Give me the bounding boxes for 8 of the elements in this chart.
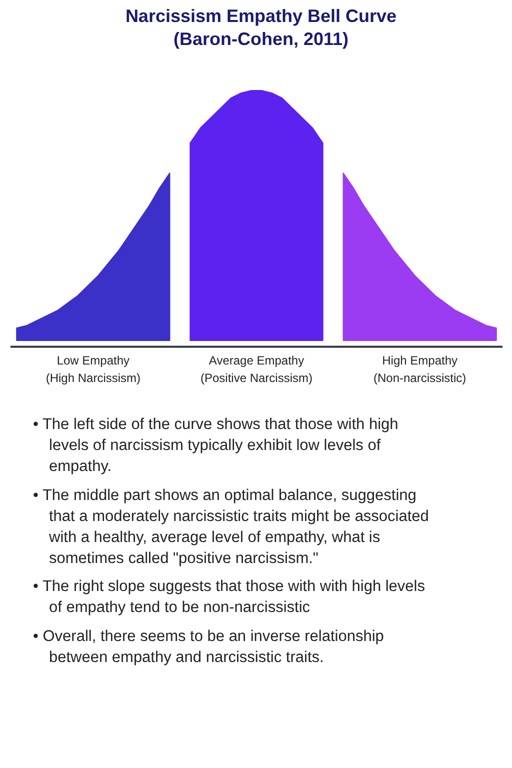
series-label: Average Empathy (Positive Narcissism) bbox=[200, 354, 313, 385]
text: • The left side of the curve shows that those with high levels of narcissism typically exhibit low levels of empathy. bbox=[33, 415, 400, 477]
series-label: High Empathy (Non-narcissistic) bbox=[373, 354, 466, 385]
text: • The right slope suggests that those with with high levels of empathy tend to be non-narcissistic bbox=[33, 577, 426, 618]
series-label: Low Empathy (High Narcissism) bbox=[46, 354, 141, 385]
chart-title: Narcissism Empathy Bell Curve (Baron-Cohen, 2011) bbox=[124, 5, 398, 52]
text: • The middle part shows an optimal balance, suggesting that a moderately narcissistic traits might be associated with a healthy, average level of empathy, what is sometimes called "positive narcissism." bbox=[33, 486, 430, 569]
text: • Overall, there seems to be an inverse relationship between empathy and narcissistic traits. bbox=[33, 627, 385, 668]
